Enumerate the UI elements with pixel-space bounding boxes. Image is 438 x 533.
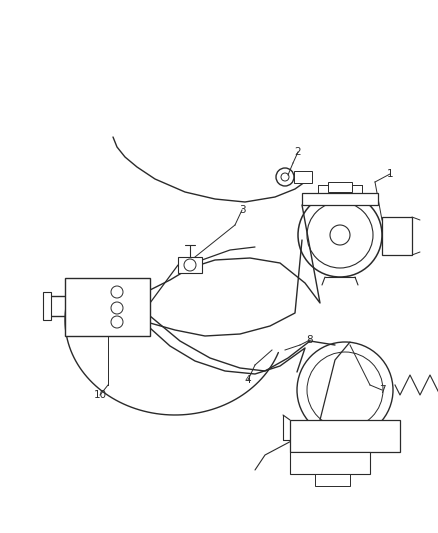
Bar xyxy=(327,182,351,192)
Bar xyxy=(177,257,201,273)
Bar xyxy=(293,171,311,183)
Bar xyxy=(381,217,411,255)
Text: 10: 10 xyxy=(93,390,106,400)
Bar xyxy=(290,452,369,474)
Text: 4: 4 xyxy=(244,375,251,385)
Text: 1: 1 xyxy=(386,169,392,179)
Bar xyxy=(314,474,349,486)
Text: 7: 7 xyxy=(378,385,385,395)
Bar xyxy=(65,278,150,336)
Text: 8: 8 xyxy=(306,335,313,345)
Bar xyxy=(43,292,51,320)
Bar xyxy=(290,420,399,452)
Bar xyxy=(301,193,377,205)
Text: 2: 2 xyxy=(294,147,300,157)
Text: 3: 3 xyxy=(238,205,245,215)
